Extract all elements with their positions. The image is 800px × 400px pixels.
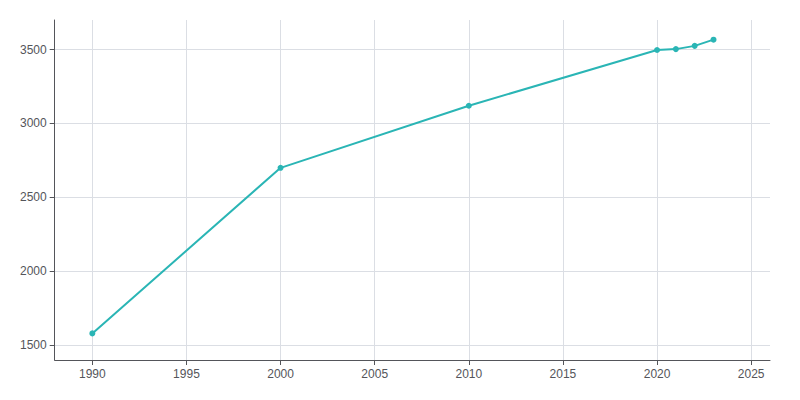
svg-text:2500: 2500 — [20, 190, 47, 204]
svg-text:2000: 2000 — [267, 367, 294, 381]
svg-text:1500: 1500 — [20, 338, 47, 352]
svg-text:2005: 2005 — [361, 367, 388, 381]
svg-text:3500: 3500 — [20, 43, 47, 57]
svg-text:2025: 2025 — [738, 367, 765, 381]
svg-text:1995: 1995 — [173, 367, 200, 381]
svg-text:2000: 2000 — [20, 264, 47, 278]
svg-text:2015: 2015 — [550, 367, 577, 381]
svg-text:2010: 2010 — [455, 367, 482, 381]
svg-text:2020: 2020 — [644, 367, 671, 381]
svg-text:3000: 3000 — [20, 116, 47, 130]
svg-text:1990: 1990 — [79, 367, 106, 381]
